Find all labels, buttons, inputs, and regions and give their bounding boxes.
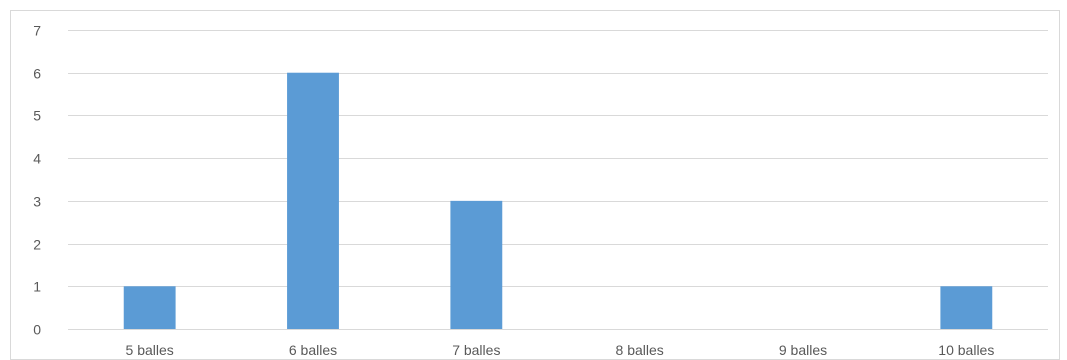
y-tick-label: 3 <box>33 194 41 210</box>
x-tick-label: 9 balles <box>779 342 827 358</box>
x-tick-label: 7 balles <box>452 342 500 358</box>
y-tick-label: 7 <box>33 23 41 39</box>
x-tick-label: 10 balles <box>938 342 994 358</box>
y-tick-label: 2 <box>33 237 41 253</box>
y-tick-label: 4 <box>33 151 41 167</box>
bar-7-balles <box>450 200 503 329</box>
x-tick-label: 5 balles <box>126 342 174 358</box>
bars <box>123 72 993 329</box>
x-tick-label: 8 balles <box>616 342 664 358</box>
chart-area <box>10 10 1060 360</box>
axes: 0 1 2 3 4 5 6 7 5 balles 6 balles 7 balles 8 balles… <box>33 23 994 359</box>
bar-6-balles <box>287 72 339 329</box>
bar-5-balles <box>123 286 176 329</box>
gridlines <box>68 30 1048 330</box>
y-tick-label: 6 <box>33 66 41 82</box>
y-tick-label: 1 <box>33 279 41 295</box>
bar-10-balles <box>940 286 993 329</box>
y-tick-label: 5 <box>33 108 41 124</box>
x-tick-label: 6 balles <box>289 342 337 358</box>
y-tick-label: 0 <box>33 322 41 338</box>
